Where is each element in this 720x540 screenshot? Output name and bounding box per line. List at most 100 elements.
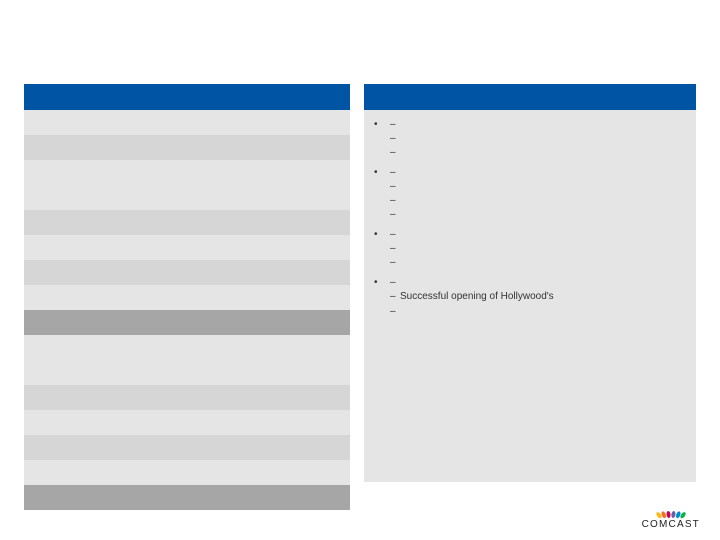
table-cell: [279, 310, 350, 335]
table-cell: [24, 260, 179, 285]
table-cell: [179, 260, 229, 285]
table-cell: [229, 285, 279, 310]
table-cell: [229, 385, 279, 410]
table-cell: [279, 435, 350, 460]
financial-table: [24, 110, 350, 510]
highlight-section: [374, 166, 686, 220]
table-cell: [179, 310, 229, 335]
table-cell: [179, 210, 229, 235]
table-cell: [229, 135, 279, 160]
table-cell: [179, 360, 229, 385]
table-cell: [279, 385, 350, 410]
table-row: [24, 410, 350, 435]
table-cell: [279, 410, 350, 435]
table-row: [24, 285, 350, 310]
table-cell: [179, 285, 229, 310]
logo-text: COMCAST: [642, 519, 700, 530]
left-header-bar: [24, 84, 350, 110]
table-row: [24, 485, 350, 510]
left-panel: [24, 84, 350, 510]
table-cell: [229, 110, 279, 135]
table-cell: [179, 160, 229, 185]
table-row: [24, 260, 350, 285]
table-cell: [179, 185, 229, 210]
table-cell: [229, 335, 279, 360]
table-cell: [24, 460, 179, 485]
table-cell: [279, 185, 350, 210]
table-cell: [279, 110, 350, 135]
peacock-icon: [642, 511, 700, 518]
table-cell: [279, 135, 350, 160]
highlight-section: [374, 118, 686, 158]
table-row: [24, 135, 350, 160]
table-cell: [179, 110, 229, 135]
table-row: [24, 235, 350, 260]
table-cell: [24, 235, 179, 260]
bullet-sub: [374, 208, 686, 220]
right-header-bar: [364, 84, 696, 110]
table-cell: [24, 185, 179, 210]
table-cell: [279, 235, 350, 260]
bullet-sub: [374, 305, 686, 317]
table-cell: [279, 285, 350, 310]
table-cell: [229, 160, 279, 185]
table-cell: [24, 485, 179, 510]
peacock-feather: [666, 511, 671, 518]
table-cell: [229, 460, 279, 485]
table-cell: [279, 360, 350, 385]
table-cell: [24, 410, 179, 435]
table-cell: [179, 460, 229, 485]
table-cell: [24, 335, 179, 360]
table-row: [24, 435, 350, 460]
bullet-sub: Successful opening of Hollywood's: [374, 290, 686, 303]
table-row: [24, 160, 350, 185]
bullet-sub: [374, 276, 686, 288]
table-cell: [179, 235, 229, 260]
highlight-section: [374, 228, 686, 268]
table-row: [24, 210, 350, 235]
table-cell: [279, 210, 350, 235]
right-panel: Successful opening of Hollywood's: [364, 84, 696, 510]
table-cell: [279, 260, 350, 285]
bullet-sub: [374, 146, 686, 158]
table-cell: [179, 335, 229, 360]
table-cell: [179, 385, 229, 410]
table-row: [24, 185, 350, 210]
table-cell: [24, 435, 179, 460]
table-cell: [229, 310, 279, 335]
table-cell: [229, 235, 279, 260]
table-cell: [279, 335, 350, 360]
bullet-sub: [374, 228, 686, 240]
bullet-sub: [374, 118, 686, 130]
bullet-sub: [374, 166, 686, 178]
table-cell: [229, 210, 279, 235]
table-cell: [24, 210, 179, 235]
table-cell: [229, 485, 279, 510]
highlight-section: Successful opening of Hollywood's: [374, 276, 686, 317]
table-row: [24, 110, 350, 135]
table-row: [24, 385, 350, 410]
table-cell: [179, 485, 229, 510]
bullet-sub: [374, 242, 686, 254]
table-cell: [279, 160, 350, 185]
table-row: [24, 310, 350, 335]
table-cell: [24, 110, 179, 135]
table-cell: [24, 285, 179, 310]
highlights-body: Successful opening of Hollywood's: [364, 110, 696, 482]
bullet-sub: [374, 256, 686, 268]
table-cell: [279, 485, 350, 510]
slide-content: Successful opening of Hollywood's: [24, 84, 696, 510]
table-cell: [24, 385, 179, 410]
table-cell: [229, 185, 279, 210]
table-row: [24, 360, 350, 385]
table-cell: [229, 435, 279, 460]
table-cell: [229, 260, 279, 285]
table-cell: [24, 135, 179, 160]
bullet-sub: [374, 132, 686, 144]
comcast-logo: COMCAST: [642, 511, 700, 530]
table-row: [24, 460, 350, 485]
table-cell: [24, 160, 179, 185]
table-cell: [279, 460, 350, 485]
bullet-sub: [374, 180, 686, 192]
table-cell: [179, 435, 229, 460]
